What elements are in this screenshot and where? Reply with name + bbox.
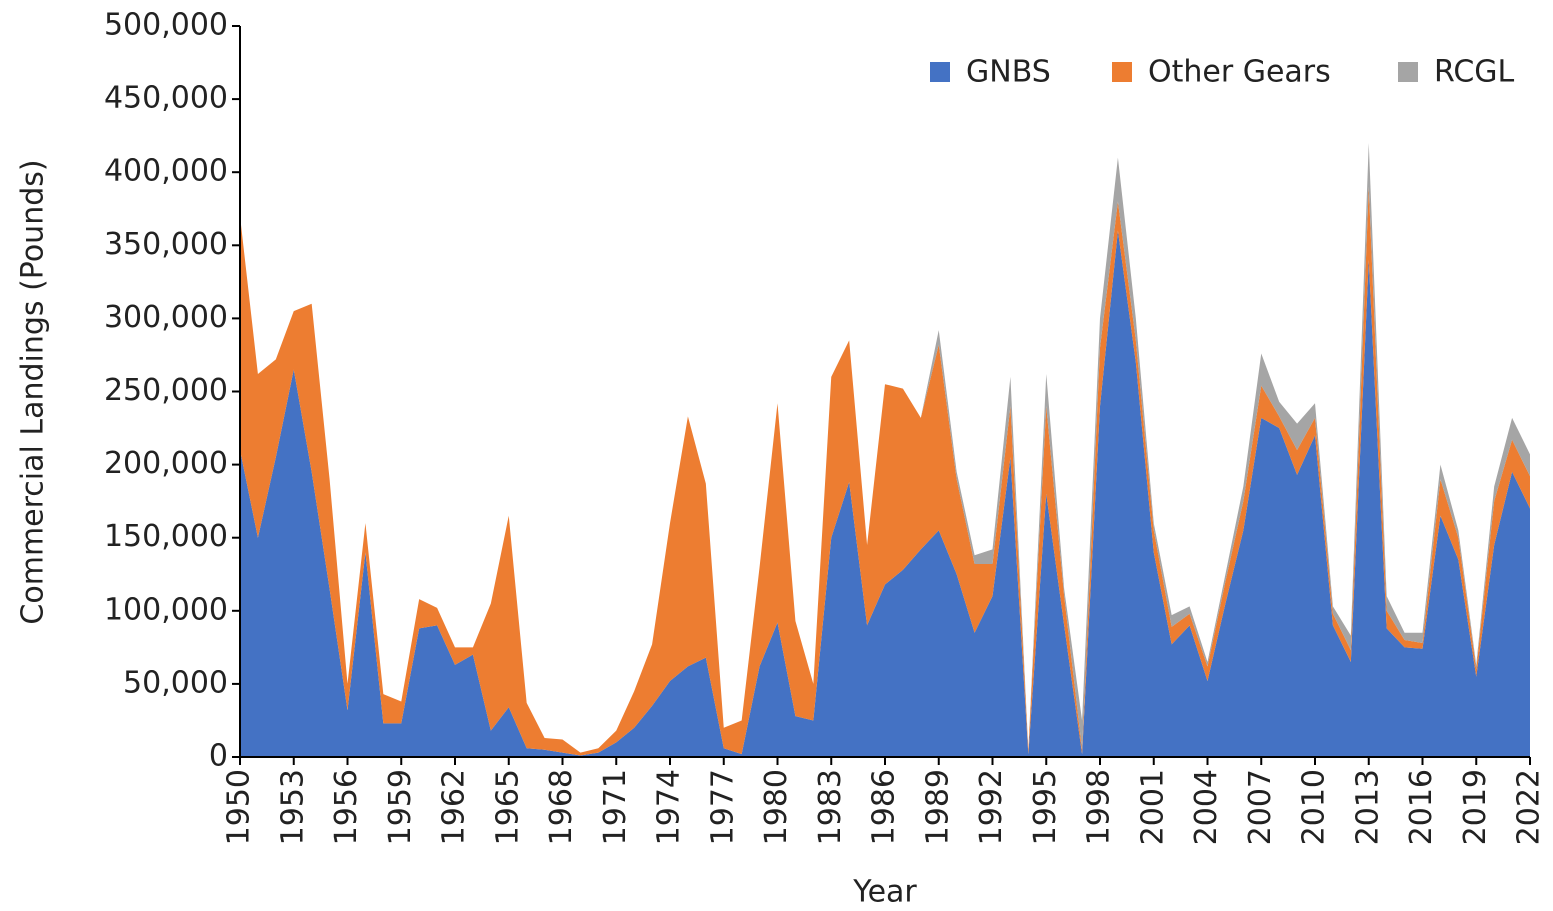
x-tick-label: 1965 (490, 769, 525, 845)
x-tick-label: 2013 (1350, 769, 1385, 845)
x-axis-label: Year (852, 875, 917, 910)
x-tick-label: 1950 (222, 769, 257, 845)
y-axis-label: Commercial Landings (Pounds) (16, 159, 51, 624)
x-tick-label: 2019 (1458, 769, 1493, 845)
legend-swatch (930, 62, 950, 82)
y-tick-label: 300,000 (104, 300, 228, 335)
y-tick-label: 400,000 (104, 154, 228, 189)
x-tick-label: 1971 (598, 769, 633, 845)
x-tick-label: 1989 (920, 769, 955, 845)
x-tick-label: 1983 (813, 769, 848, 845)
legend-swatch (1112, 62, 1132, 82)
y-tick-label: 450,000 (104, 81, 228, 116)
x-tick-label: 1998 (1082, 769, 1117, 845)
legend-label: RCGL (1434, 55, 1515, 90)
x-tick-label: 2010 (1297, 769, 1332, 845)
x-tick-label: 1956 (329, 769, 364, 845)
x-tick-label: 1959 (383, 769, 418, 845)
legend-swatch (1398, 62, 1418, 82)
y-tick-label: 250,000 (104, 373, 228, 408)
x-tick-label: 1977 (705, 769, 740, 845)
x-tick-label: 2007 (1243, 769, 1278, 845)
x-tick-label: 1986 (867, 769, 902, 845)
x-tick-label: 2016 (1404, 769, 1439, 845)
x-tick-label: 2022 (1512, 769, 1547, 845)
x-tick-label: 1995 (1028, 769, 1063, 845)
x-tick-label: 1962 (437, 769, 472, 845)
y-tick-label: 50,000 (123, 665, 228, 700)
y-tick-label: 100,000 (104, 592, 228, 627)
y-tick-label: 0 (209, 739, 228, 774)
x-tick-label: 1974 (652, 769, 687, 845)
legend-label: GNBS (966, 55, 1051, 90)
x-tick-label: 1953 (275, 769, 310, 845)
legend-label: Other Gears (1148, 55, 1331, 90)
x-tick-label: 1992 (974, 769, 1009, 845)
y-tick-label: 500,000 (104, 8, 228, 43)
x-tick-label: 1980 (759, 769, 794, 845)
x-tick-label: 2004 (1189, 769, 1224, 845)
y-tick-label: 200,000 (104, 446, 228, 481)
y-tick-label: 350,000 (104, 227, 228, 262)
x-tick-label: 1968 (544, 769, 579, 845)
area (240, 186, 1530, 756)
area (240, 230, 1530, 757)
y-tick-label: 150,000 (104, 519, 228, 554)
x-tick-label: 2001 (1135, 769, 1170, 845)
